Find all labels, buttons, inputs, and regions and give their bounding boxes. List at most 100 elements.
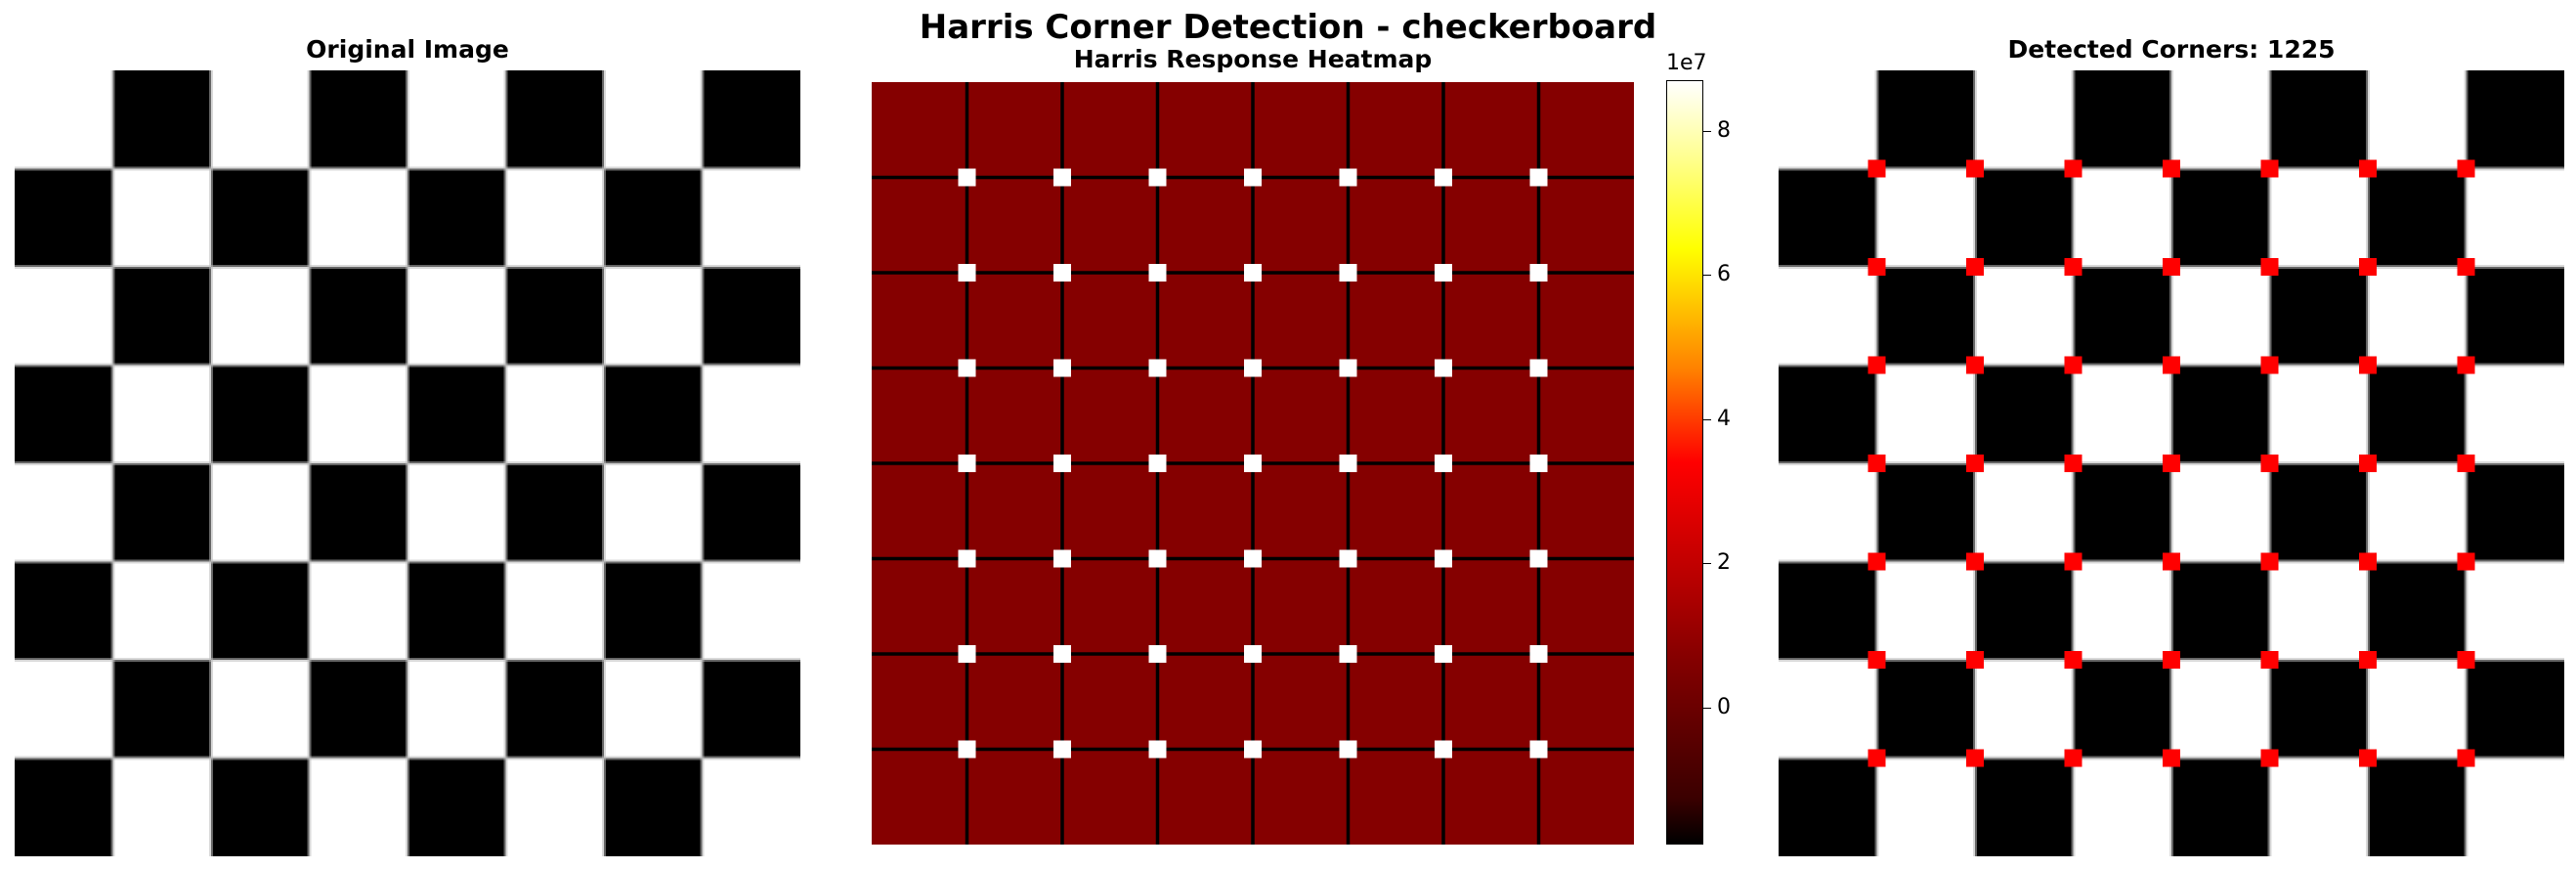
board-square-dark: [604, 561, 703, 660]
corner-marker: [1966, 455, 1984, 472]
heatmap-peak: [1148, 645, 1167, 663]
corner-marker: [1868, 749, 1886, 767]
board-square-light: [408, 267, 506, 366]
heatmap-peak: [1529, 549, 1548, 568]
detected-corners-title: Detected Corners: 1225: [2007, 35, 2336, 64]
board-square-dark: [309, 660, 408, 759]
detected-corners-svg: [1779, 70, 2564, 856]
heatmap-peak: [1339, 645, 1357, 663]
board-square-dark: [1876, 660, 1975, 759]
board-square-dark: [15, 758, 113, 856]
corner-marker: [1868, 159, 1886, 178]
board-square-dark: [2171, 365, 2270, 463]
board-square-light: [15, 267, 113, 366]
corner-marker: [2359, 552, 2377, 571]
board-square-light: [2073, 561, 2171, 660]
corner-marker: [2260, 455, 2279, 472]
board-square-light: [505, 168, 604, 267]
colorbar-tick: [1703, 707, 1711, 709]
heatmap-peak: [1435, 359, 1452, 377]
corner-marker: [2260, 258, 2279, 276]
corner-marker: [2163, 258, 2180, 276]
harris-heatmap-panel: [872, 82, 1634, 845]
corner-marker: [2457, 455, 2475, 472]
board-square-light: [2269, 561, 2368, 660]
board-square-dark: [2073, 70, 2171, 169]
corner-marker: [1966, 356, 1984, 374]
board-square-light: [1779, 660, 1877, 759]
board-square-light: [1975, 660, 2074, 759]
board-square-light: [309, 758, 408, 856]
heatmap-peak: [1244, 740, 1262, 759]
corner-marker: [2457, 356, 2475, 374]
corner-marker: [2359, 159, 2377, 178]
corner-marker: [2064, 258, 2082, 276]
heatmap-peak: [1148, 549, 1167, 568]
board-square-light: [15, 70, 113, 169]
board-square-light: [309, 561, 408, 660]
board-square-light: [2269, 758, 2368, 856]
board-square-dark: [1779, 758, 1877, 856]
corner-marker: [2163, 552, 2180, 571]
board-square-light: [408, 70, 506, 169]
heatmap-peak: [1148, 264, 1167, 282]
corner-marker: [1966, 159, 1984, 178]
board-square-dark: [2073, 660, 2171, 759]
corner-marker: [2260, 651, 2279, 669]
corner-marker: [2064, 749, 2082, 767]
corner-marker: [2359, 749, 2377, 767]
board-square-light: [2073, 758, 2171, 856]
heatmap-peak: [1339, 455, 1357, 472]
heatmap-peak: [1529, 455, 1548, 472]
board-square-light: [112, 168, 211, 267]
board-square-dark: [15, 365, 113, 463]
board-square-light: [211, 463, 310, 562]
board-square-dark: [2368, 365, 2467, 463]
heatmap-peak: [1339, 264, 1357, 282]
corner-marker: [1966, 651, 1984, 669]
board-square-light: [211, 660, 310, 759]
board-square-dark: [211, 758, 310, 856]
board-square-dark: [2171, 758, 2270, 856]
heatmap-peak: [1053, 359, 1071, 377]
heatmap-peak: [1053, 264, 1071, 282]
board-square-light: [112, 561, 211, 660]
colorbar-tick-label: 0: [1717, 694, 1731, 719]
corner-marker: [2359, 651, 2377, 669]
corner-marker: [2064, 159, 2082, 178]
board-square-light: [1876, 561, 1975, 660]
heatmap-peak: [1053, 549, 1071, 568]
board-square-dark: [2368, 758, 2467, 856]
original-image-panel: [15, 70, 800, 856]
heatmap-peak: [1053, 455, 1071, 472]
board-square-light: [2269, 365, 2368, 463]
corner-marker: [2163, 159, 2180, 178]
corner-marker: [2457, 651, 2475, 669]
heatmap-peak: [958, 645, 976, 663]
board-square-dark: [408, 168, 506, 267]
heatmap-peak: [1435, 455, 1452, 472]
corner-marker: [2359, 356, 2377, 374]
heatmap-peak: [1244, 645, 1262, 663]
colorbar-tick-label: 4: [1717, 406, 1731, 431]
heatmap-peak: [1244, 549, 1262, 568]
corner-marker: [1868, 651, 1886, 669]
board-square-light: [2466, 758, 2564, 856]
heatmap-peak: [1148, 740, 1167, 759]
heatmap-peak: [1339, 740, 1357, 759]
heatmap-peak: [1053, 740, 1071, 759]
heatmap-peak: [1148, 168, 1167, 187]
colorbar-tick-label: 2: [1717, 550, 1731, 576]
board-square-dark: [408, 365, 506, 463]
board-square-dark: [2466, 70, 2564, 169]
board-square-light: [2171, 660, 2270, 759]
corner-marker: [2260, 749, 2279, 767]
colorbar-exponent-label: 1e7: [1666, 51, 1707, 75]
board-square-dark: [1779, 168, 1877, 267]
board-square-dark: [2368, 168, 2467, 267]
corner-marker: [2457, 552, 2475, 571]
corner-marker: [2064, 651, 2082, 669]
board-square-dark: [112, 660, 211, 759]
heatmap-peak: [1244, 455, 1262, 472]
